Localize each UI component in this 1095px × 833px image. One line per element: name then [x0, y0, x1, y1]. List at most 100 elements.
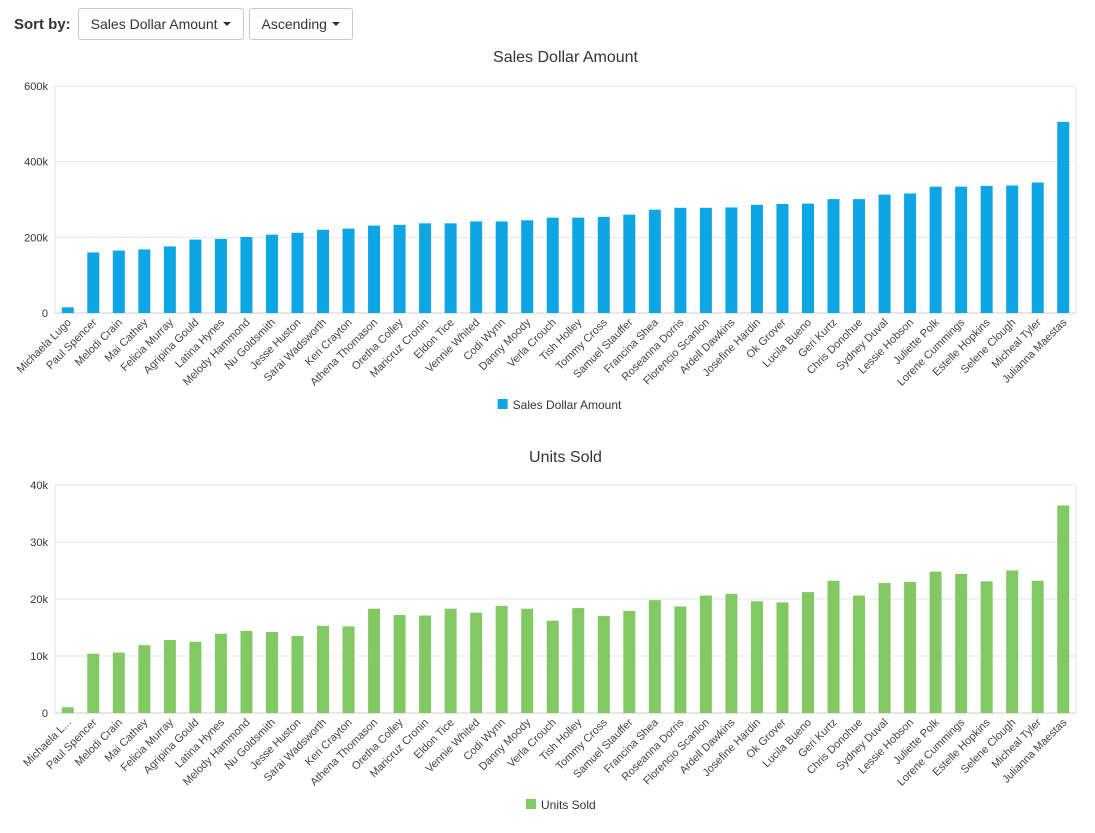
units-bar [929, 571, 942, 713]
units-y-tick-label: 0 [42, 708, 48, 720]
sales-bar [368, 225, 381, 313]
sales-bar [725, 207, 738, 313]
sales-chart-title: Sales Dollar Amount [493, 49, 639, 66]
units-bar [955, 573, 968, 713]
sales-bar [674, 207, 687, 313]
units-y-tick-label: 30k [30, 537, 48, 549]
sort-field-dropdown[interactable]: Sales Dollar Amount [77, 8, 244, 40]
sales-bar [189, 239, 202, 313]
sales-bar [699, 207, 712, 313]
units-bar [1031, 580, 1044, 713]
units-bar [265, 632, 278, 713]
sales-bar [521, 220, 534, 313]
sales-bar [853, 199, 866, 313]
units-bar [214, 633, 227, 713]
units-bar [342, 626, 355, 713]
sales-bar [623, 214, 636, 313]
units-bar [419, 615, 432, 713]
sales-bar [214, 238, 227, 313]
units-y-tick-label: 10k [30, 651, 48, 663]
sales-bar [495, 221, 508, 313]
units-bar [112, 652, 125, 713]
sales-bar [87, 252, 100, 313]
sales-bar [750, 204, 763, 313]
units-bar [87, 653, 100, 713]
units-bar [61, 707, 74, 713]
units-bar [1057, 505, 1070, 713]
units-bar [827, 580, 840, 713]
units-legend-swatch [526, 799, 536, 809]
units-bar [317, 625, 330, 713]
sales-bar [1057, 121, 1070, 313]
sales-bar [776, 204, 789, 313]
sales-legend-label: Sales Dollar Amount [513, 398, 622, 412]
units-bar [878, 583, 891, 713]
units-bar [240, 630, 253, 713]
caret-down-icon [222, 22, 231, 26]
units-bar [648, 600, 661, 713]
units-bar [699, 595, 712, 713]
sort-order-dropdown[interactable]: Ascending [248, 8, 353, 40]
sales-y-tick-label: 600k [24, 81, 48, 93]
sort-order-value: Ascending [261, 16, 327, 32]
sort-field-value: Sales Dollar Amount [90, 16, 218, 32]
sales-bar [240, 236, 253, 313]
units-bar [470, 612, 483, 713]
sort-by-label: Sort by: [14, 15, 71, 33]
sales-bar [572, 217, 585, 313]
units-bar [495, 605, 508, 713]
sales-bar [444, 223, 457, 313]
sales-bar [163, 246, 176, 313]
units-bar [546, 620, 559, 713]
units-bar [163, 640, 176, 713]
sales-y-tick-label: 0 [42, 308, 48, 320]
units-bar [623, 610, 636, 713]
sales-bar [648, 209, 661, 313]
sales-bar [929, 186, 942, 313]
caret-down-icon [331, 22, 340, 26]
units-bar [597, 616, 610, 713]
sales-bar [1031, 182, 1044, 313]
sales-bar [878, 194, 891, 313]
units-bar [393, 614, 406, 713]
units-bar [674, 606, 687, 713]
units-chart-title: Units Sold [529, 449, 602, 466]
units-bar [801, 592, 814, 713]
sales-bar [546, 217, 559, 313]
sales-bar [470, 221, 483, 313]
sales-y-tick-label: 200k [24, 232, 48, 244]
units-bar [368, 608, 381, 713]
units-bar [291, 636, 304, 713]
sales-bar [342, 228, 355, 313]
units-bar [444, 608, 457, 713]
sales-bar [419, 223, 432, 313]
units-bar [776, 602, 789, 713]
units-y-tick-label: 20k [30, 594, 48, 606]
sales-bar [904, 193, 917, 313]
sales-bar [1006, 185, 1019, 313]
sales-bar [955, 186, 968, 313]
sales-bar [112, 250, 125, 313]
units-legend-label: Units Sold [541, 798, 596, 812]
units-bar [980, 581, 993, 713]
units-bar [725, 593, 738, 713]
units-bar [1006, 570, 1019, 713]
units-bar [138, 645, 151, 713]
sales-y-tick-label: 400k [24, 157, 48, 169]
sort-toolbar: Sort by: Sales Dollar Amount Ascending [14, 7, 358, 41]
sales-legend-swatch [497, 399, 508, 409]
sales-bar [317, 229, 330, 313]
sales-bar [801, 203, 814, 313]
sales-bar [138, 249, 151, 313]
units-bar [853, 595, 866, 713]
units-bar [750, 601, 763, 713]
units-bar [521, 608, 534, 713]
sales-bar [393, 224, 406, 313]
sales-bar [61, 307, 74, 313]
sales-bar [827, 199, 840, 313]
sales-bar [265, 234, 278, 313]
sales-bar [597, 216, 610, 313]
units-bar [572, 608, 585, 713]
units-y-tick-label: 40k [30, 480, 48, 492]
